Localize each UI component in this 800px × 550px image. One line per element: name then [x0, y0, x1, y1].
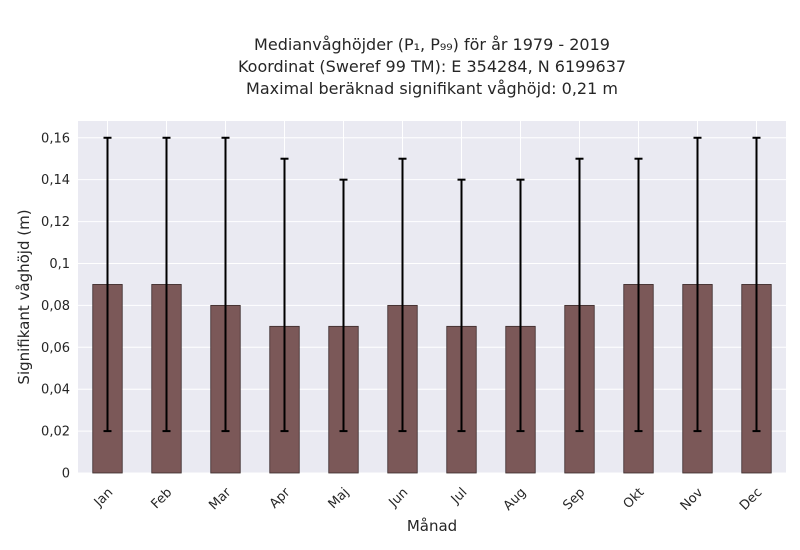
x-tick-label: Maj: [326, 485, 353, 512]
x-tick-label: Mar: [206, 485, 234, 513]
plot-area: [78, 121, 786, 473]
x-axis-label: Månad: [407, 517, 457, 535]
chart-title-line-2: Koordinat (Sweref 99 TM): E 354284, N 61…: [237, 57, 627, 76]
chart-title-line-3: Maximal beräknad signifikant våghöjd: 0,…: [246, 79, 618, 98]
x-tick-label: Okt: [621, 485, 648, 512]
y-tick-label: 0,08: [41, 299, 70, 314]
y-tick-label: 0,1: [49, 257, 70, 272]
error-bars: [103, 136, 761, 433]
chart-title-line-1: Medianvåghöjder (P₁, P₉₉) för år 1979 - …: [254, 35, 610, 54]
y-tick-label: 0,06: [41, 341, 70, 356]
x-tick-label: Jan: [91, 485, 116, 510]
y-tick-label: 0,14: [41, 173, 70, 188]
x-tick-label: Nov: [678, 485, 707, 514]
y-tick-label: 0,12: [41, 215, 70, 230]
x-tick-label: Feb: [148, 485, 175, 512]
x-tick-labels: Jan Feb Mar Apr Maj Jun Jul Aug Sep Okt Nov Dec: [91, 485, 765, 514]
x-tick-label: Sep: [560, 485, 588, 513]
y-axis-label: Signifikant våghöjd (m): [15, 209, 33, 384]
y-tick-labels: 0 0,02 0,04 0,06 0,08 0,1 0,12 0,14 0,16: [41, 131, 70, 481]
x-tick-label: Dec: [737, 485, 765, 513]
x-tick-label: Apr: [267, 485, 294, 512]
y-tick-label: 0,16: [41, 131, 70, 146]
x-tick-label: Aug: [501, 485, 530, 514]
y-tick-label: 0,02: [41, 425, 70, 440]
chart-title: Medianvåghöjder (P₁, P₉₉) för år 1979 - …: [78, 34, 786, 100]
y-tick-label: 0,04: [41, 383, 70, 398]
x-tick-label: Jun: [386, 485, 412, 511]
y-tick-label: 0: [62, 467, 70, 482]
y-gridlines: [78, 137, 786, 474]
x-tick-label: Jul: [448, 485, 470, 507]
